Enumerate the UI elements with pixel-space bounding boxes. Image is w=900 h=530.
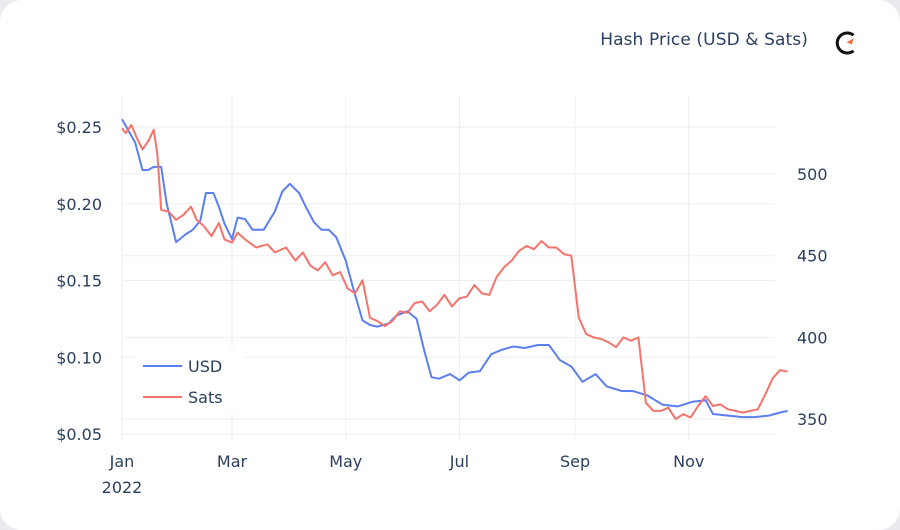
y-right-tick: 450 — [797, 247, 828, 266]
x-tick: Nov — [673, 452, 704, 471]
x-tick: May — [329, 452, 362, 471]
x-tick: Jan 2022 — [102, 452, 143, 497]
y-right-tick: 350 — [797, 410, 828, 429]
x-tick: Mar — [217, 452, 248, 471]
chart-series — [121, 118, 788, 421]
y-left-tick: $0.20 — [56, 195, 102, 214]
legend-label: Sats — [188, 388, 223, 407]
chart-title: Hash Price (USD & Sats) — [600, 30, 808, 50]
x-tick: Sep — [560, 452, 590, 471]
y-left-tick: $0.25 — [56, 118, 102, 137]
x-tick: Jul — [449, 452, 469, 471]
axis-labels: $0.25 $0.20 $0.15 $0.10 $0.05 500 450 400 350 Jan… — [56, 118, 827, 497]
y-left-tick: $0.10 — [56, 348, 102, 367]
y-left-tick: $0.05 — [56, 425, 102, 444]
chart-legend[interactable]: USD Sats — [135, 348, 245, 414]
y-right-tick: 500 — [797, 165, 828, 184]
legend-item-usd[interactable]: USD — [143, 357, 222, 376]
y-left-tick: $0.15 — [56, 272, 102, 291]
legend-item-sats[interactable]: Sats — [143, 388, 223, 407]
legend-bg — [135, 348, 245, 414]
clock-logo-icon — [835, 31, 855, 55]
legend-label: USD — [188, 357, 222, 376]
series-line-sats[interactable] — [121, 124, 788, 421]
y-right-tick: 400 — [797, 328, 828, 347]
